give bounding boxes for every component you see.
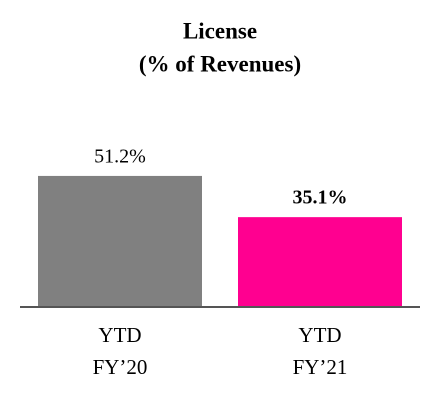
x-tick-label: FY’21: [293, 355, 348, 379]
x-tick-label: YTD: [298, 323, 341, 347]
bar: [38, 175, 202, 307]
value-label: 51.2%: [94, 146, 146, 168]
value-label: 35.1%: [293, 187, 348, 209]
chart-subtitle: (% of Revenues): [139, 51, 301, 76]
bar: [238, 217, 402, 307]
x-tick-label: FY’20: [93, 355, 148, 379]
x-tick-label: YTD: [98, 323, 141, 347]
chart-title: License: [183, 18, 257, 43]
